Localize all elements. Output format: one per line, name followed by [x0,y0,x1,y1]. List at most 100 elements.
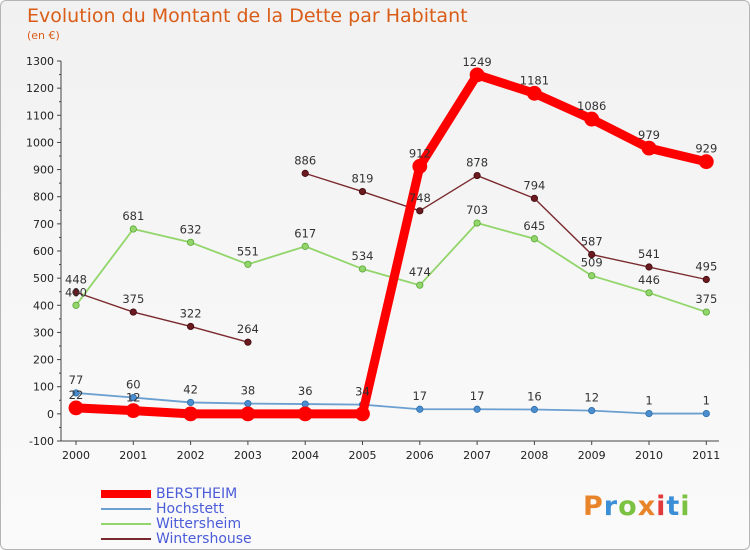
data-label: 12 [126,391,141,405]
legend-swatch [101,538,151,540]
data-point [72,288,80,296]
data-point [645,263,653,271]
data-label: 551 [237,244,259,258]
data-label: 17 [470,389,485,403]
data-label: 794 [523,178,545,192]
data-point [416,405,424,413]
logo-letter: r [603,491,619,522]
x-tick-label: 2006 [406,449,434,462]
y-tick-label: 600 [33,245,54,258]
data-label: 587 [581,235,603,249]
x-tick-label: 2007 [463,449,491,462]
data-label: 38 [241,384,256,398]
legend-label: Wittersheim [156,516,242,532]
data-point [187,322,195,331]
data-point [183,406,199,422]
data-label: 748 [409,191,431,205]
y-tick-label: 900 [33,164,54,177]
data-point [187,398,195,407]
y-tick-label: 1100 [26,109,54,122]
data-point [72,301,80,309]
data-label: 12 [584,391,599,405]
x-tick-label: 2002 [177,449,205,462]
data-point [240,406,256,422]
logo-letter: x [637,491,657,522]
x-tick-label: 2008 [520,449,548,462]
data-label: 34 [355,385,370,399]
data-label: 474 [409,265,431,279]
data-point [702,308,710,316]
legend-swatch [101,490,151,498]
series-line-wintershouse [304,172,707,281]
y-tick-label: 500 [33,272,54,285]
legend-swatch [101,508,151,510]
data-point [125,403,141,419]
data-point [645,409,653,418]
data-label: 1249 [462,55,491,69]
legend-label: Wintershouse [156,531,252,547]
data-point [530,235,539,243]
y-tick-label: 100 [33,381,54,394]
data-point [641,140,657,156]
data-point [412,158,428,174]
logo-letter: i [680,491,691,522]
data-label: 541 [638,247,660,261]
data-point [416,281,424,289]
data-label: 400 [65,285,87,299]
data-point [72,389,80,397]
y-tick-label: 800 [33,191,54,204]
data-label: 42 [183,382,198,396]
data-label: 617 [294,226,316,240]
chart-title: Evolution du Montant de la Dette par Hab… [27,5,468,27]
data-point [244,399,252,408]
data-point [301,400,309,408]
data-label: 979 [638,128,660,142]
data-label: 1086 [577,99,606,113]
data-point [588,272,596,280]
y-tick-label: 0 [47,408,54,421]
series-line-wintershouse [75,291,249,343]
data-point [355,406,370,422]
data-label: 878 [466,156,488,170]
data-point [244,260,252,268]
x-tick-label: 2011 [692,449,720,462]
logo-letter: i [656,491,667,522]
data-point [645,289,653,297]
logo-letter: P [583,491,604,522]
x-tick-label: 2005 [349,449,377,462]
data-label: 1 [703,394,710,408]
data-label: 886 [294,153,316,167]
data-label: 16 [527,390,542,404]
y-tick-label: 1000 [26,136,54,149]
data-point [301,242,309,250]
y-tick-label: 1200 [26,82,54,95]
data-point [129,308,137,316]
x-tick-label: 2010 [635,449,663,462]
data-label: 703 [466,203,488,217]
data-label: 17 [412,389,427,403]
data-label: 77 [69,373,84,387]
data-point [702,275,710,284]
data-point [584,111,600,127]
data-label: 929 [695,142,717,156]
y-tick-label: 400 [33,299,54,312]
series-line-berstheim [71,70,711,419]
data-point [530,194,539,202]
data-point [473,171,481,180]
x-tick-label: 2003 [234,449,262,462]
data-point [588,406,596,415]
data-point [588,250,596,259]
chart-unit-label: (en €) [27,29,60,42]
data-label: 22 [69,388,84,402]
data-point [416,207,424,215]
proxiti-logo: Proxiti [583,491,691,522]
legend-swatch [101,523,151,525]
data-point [698,154,714,170]
data-point [469,67,485,83]
data-label: 1181 [520,73,549,87]
data-point [473,405,481,413]
data-label: 632 [180,222,202,236]
data-label: 645 [523,219,545,233]
